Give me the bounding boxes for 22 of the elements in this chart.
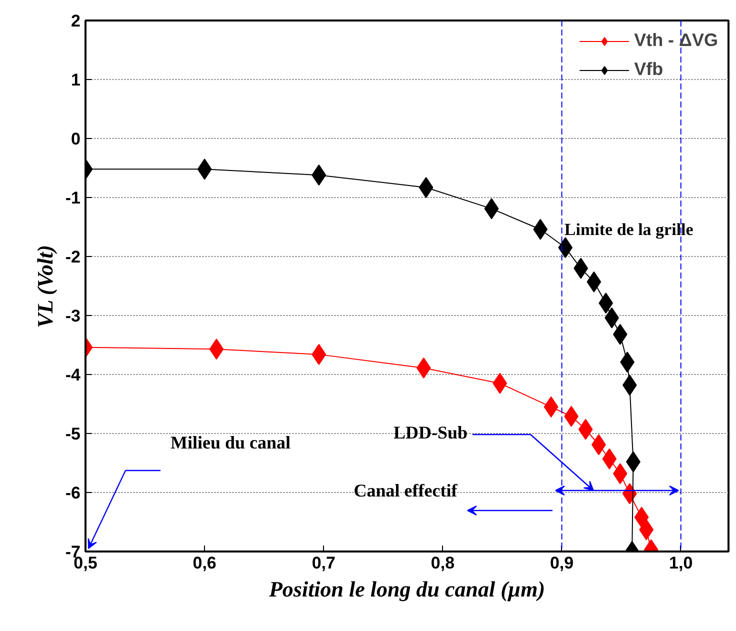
y-tick-label: -4 bbox=[65, 366, 82, 384]
x-tick-label: 1,0 bbox=[669, 554, 693, 572]
legend-label: Vfb bbox=[634, 59, 664, 80]
x-tick-label: 0,8 bbox=[430, 554, 455, 572]
y-tick-label: -1 bbox=[65, 188, 81, 208]
legend-label: Vth - ΔVG bbox=[634, 30, 718, 51]
y-tick-label: -3 bbox=[65, 306, 81, 326]
y-tick-label: -6 bbox=[65, 484, 81, 502]
y-tick-label: 0 bbox=[71, 130, 81, 148]
x-tick-label: 0,9 bbox=[550, 554, 574, 572]
y-tick-label: 2 bbox=[71, 12, 81, 30]
x-tick-label: 0,6 bbox=[192, 554, 216, 572]
ref-line-label: Limite de la grille bbox=[564, 220, 694, 239]
x-tick-label: 0,7 bbox=[312, 554, 336, 572]
annotation: LDD-Sub bbox=[393, 422, 468, 442]
y-axis-title: VL (Volt) bbox=[32, 244, 58, 328]
x-axis-title: Position le long du canal (µm) bbox=[268, 576, 546, 602]
y-tick-label: -2 bbox=[65, 248, 81, 266]
annotation: Canal effectif bbox=[354, 480, 458, 500]
annotation: Milieu du canal bbox=[170, 432, 291, 452]
y-tick-label: 1 bbox=[71, 70, 81, 90]
y-tick-label: -5 bbox=[65, 424, 81, 444]
